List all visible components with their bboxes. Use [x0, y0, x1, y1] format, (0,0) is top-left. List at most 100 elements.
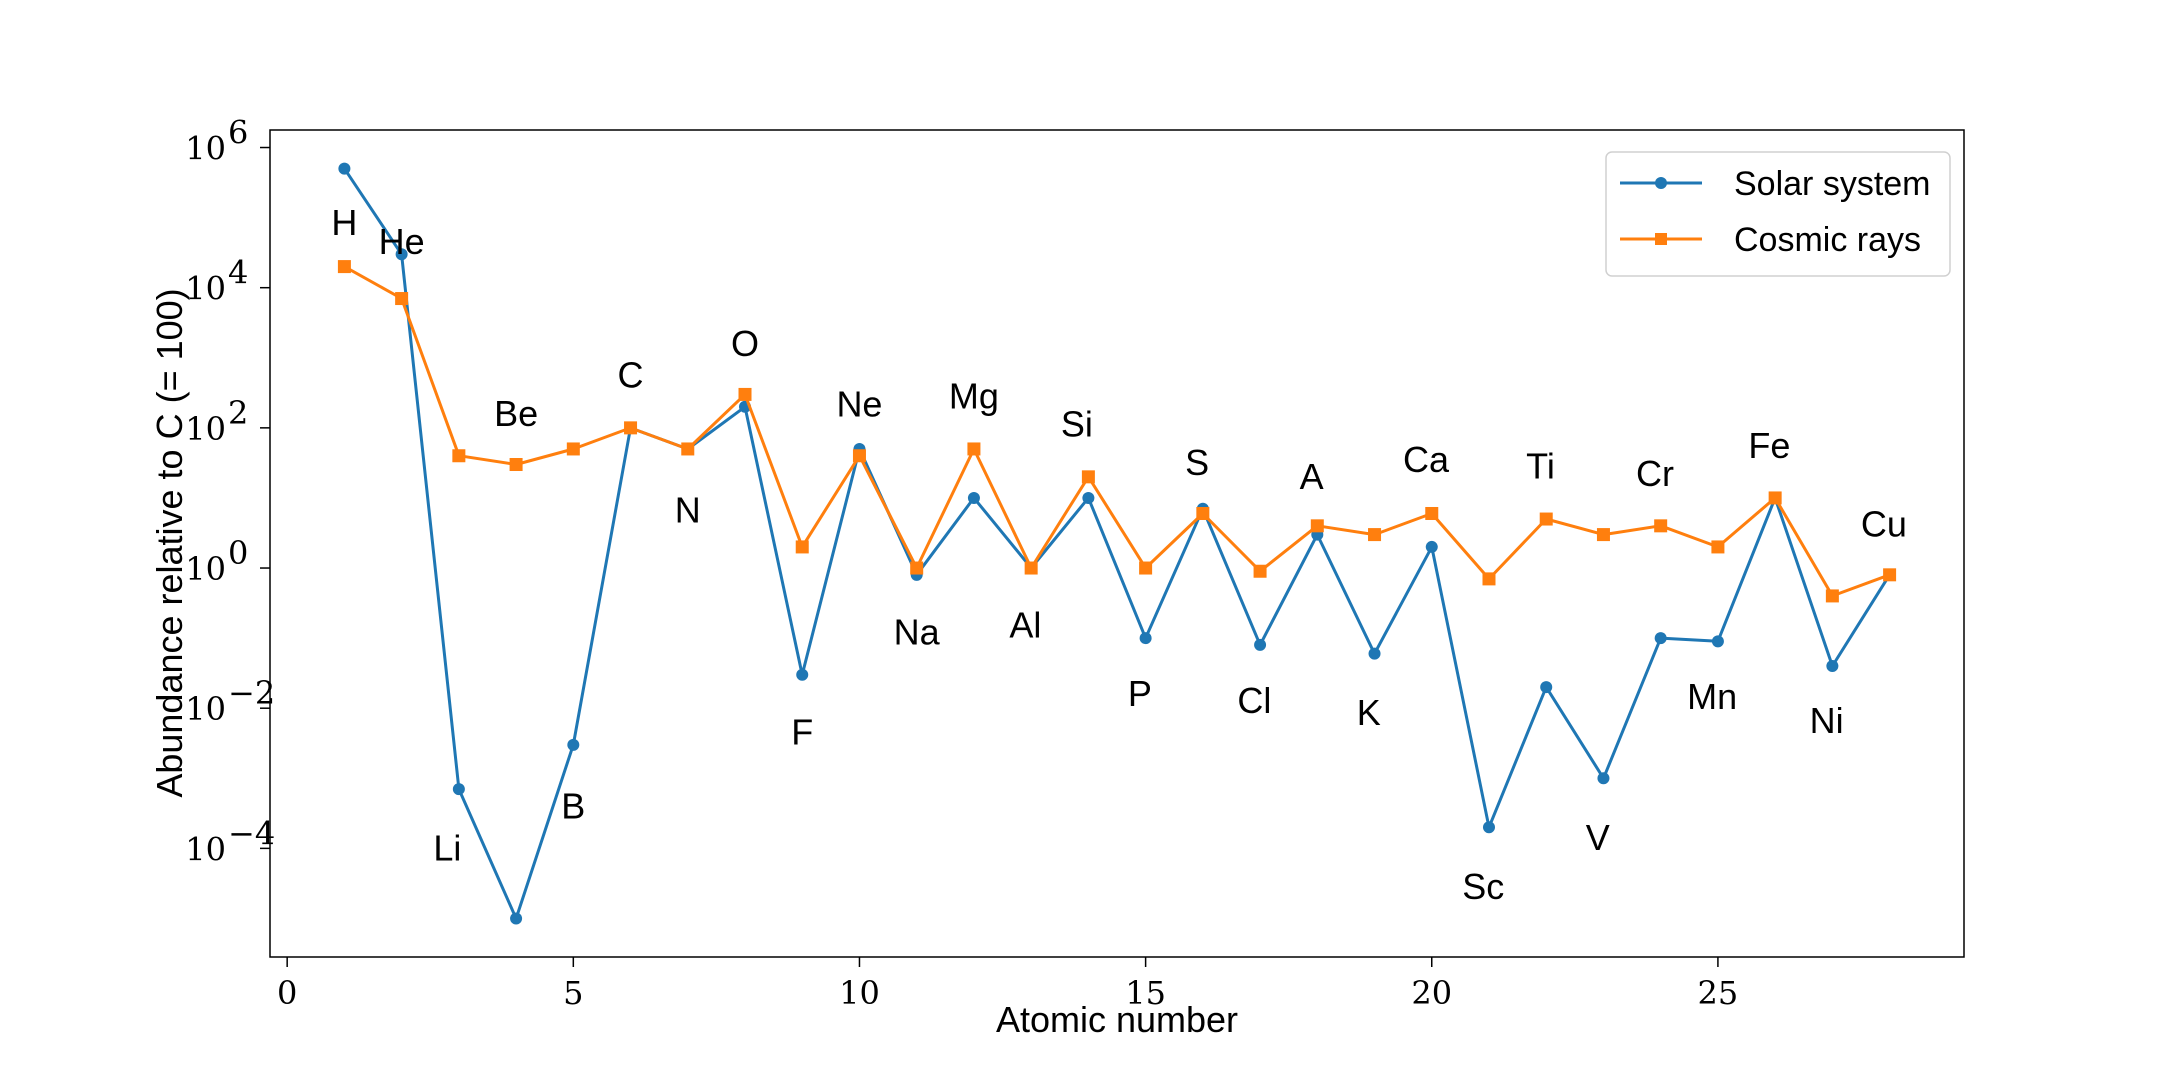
- data-point-solar-system: [1082, 491, 1095, 504]
- y-tick-exponent: 2: [228, 394, 248, 432]
- data-point-solar-system: [338, 162, 351, 175]
- data-point-cosmic-rays: [1883, 568, 1897, 582]
- element-label: F: [791, 712, 813, 753]
- element-label: P: [1128, 673, 1152, 714]
- data-point-solar-system: [1368, 647, 1381, 660]
- data-point-cosmic-rays: [566, 442, 580, 456]
- data-point-cosmic-rays: [1711, 540, 1725, 554]
- data-point-cosmic-rays: [1139, 561, 1153, 575]
- x-axis-title: Atomic number: [996, 999, 1238, 1040]
- series-line-solar-system: [343, 167, 1891, 920]
- data-point-solar-system: [452, 783, 465, 796]
- y-tick-label: 10: [185, 130, 226, 168]
- data-point-cosmic-rays: [1539, 512, 1553, 526]
- data-point-solar-system: [567, 738, 580, 751]
- y-tick-exponent: 0: [228, 534, 248, 572]
- data-point-solar-system: [1654, 632, 1667, 645]
- data-point-cosmic-rays: [452, 449, 466, 463]
- element-label: B: [561, 785, 585, 826]
- element-label: Mn: [1687, 676, 1737, 717]
- data-point-solar-system: [510, 912, 523, 925]
- data-point-cosmic-rays: [624, 421, 638, 435]
- data-point-cosmic-rays: [1196, 506, 1210, 520]
- data-point-cosmic-rays: [1596, 528, 1610, 542]
- element-label: Cr: [1636, 453, 1674, 494]
- legend-label-cosmic: Cosmic rays: [1734, 221, 1921, 259]
- y-tick-label: 10: [185, 270, 226, 308]
- element-label: Be: [494, 393, 538, 434]
- data-point-cosmic-rays: [1253, 564, 1267, 578]
- element-label: O: [731, 323, 759, 364]
- element-label: Ca: [1403, 439, 1450, 480]
- element-label: Si: [1061, 403, 1093, 444]
- x-tick-label: 0: [277, 974, 297, 1012]
- data-point-solar-system: [1139, 632, 1152, 645]
- data-point-cosmic-rays: [1825, 589, 1839, 603]
- element-label: N: [675, 490, 701, 531]
- element-labels: H He Li Be B C N O F Ne Na Mg Al Si P S Cl A K Ca Sc Ti V Cr Mn N…: [331, 202, 1906, 907]
- x-tick-label: 15: [1125, 974, 1166, 1012]
- series-line-cosmic-rays: [343, 265, 1891, 598]
- data-point-cosmic-rays: [1654, 519, 1668, 533]
- element-label: Al: [1009, 604, 1041, 645]
- y-tick-exponent: −2: [228, 674, 275, 712]
- data-point-solar-system: [1482, 821, 1495, 834]
- element-label: V: [1586, 817, 1610, 858]
- element-label: Li: [433, 827, 461, 868]
- element-label: Fe: [1748, 425, 1790, 466]
- y-axis-title: Abundance relative to C (= 100): [149, 288, 190, 797]
- y-tick-label: 10: [185, 690, 226, 728]
- data-point-cosmic-rays: [509, 458, 523, 472]
- data-point-solar-system: [967, 491, 980, 504]
- data-point-cosmic-rays: [795, 540, 809, 554]
- data-point-solar-system: [395, 248, 408, 261]
- element-label: Ni: [1810, 700, 1844, 741]
- y-tick-label: 10: [185, 830, 226, 868]
- x-tick-label: 20: [1411, 974, 1452, 1012]
- y-tick-exponent: 4: [228, 254, 248, 292]
- y-tick-label: 10: [185, 550, 226, 588]
- element-label: Sc: [1462, 866, 1504, 907]
- element-label: Ne: [836, 384, 882, 425]
- element-label: A: [1300, 456, 1324, 497]
- legend-marker-cosmic: [1655, 233, 1667, 245]
- y-tick-label: 10: [185, 410, 226, 448]
- element-label: Cl: [1237, 680, 1271, 721]
- data-point-cosmic-rays: [1368, 528, 1382, 542]
- y-tick-exponent: −4: [228, 814, 275, 852]
- data-point-cosmic-rays: [967, 442, 981, 456]
- element-label: He: [379, 221, 425, 262]
- legend: Solar system Cosmic rays: [1605, 151, 1951, 277]
- data-point-solar-system: [1254, 638, 1267, 651]
- x-tick-label: 5: [563, 974, 583, 1012]
- element-label: K: [1357, 692, 1381, 733]
- legend-marker-solar: [1655, 177, 1667, 189]
- element-label: Ti: [1526, 445, 1555, 486]
- data-point-cosmic-rays: [910, 561, 924, 575]
- element-label: Mg: [949, 375, 999, 416]
- data-point-cosmic-rays: [1081, 470, 1095, 484]
- data-point-cosmic-rays: [395, 292, 409, 306]
- data-point-solar-system: [1826, 660, 1839, 673]
- x-tick-label: 10: [839, 974, 880, 1012]
- data-point-solar-system: [1597, 772, 1610, 785]
- data-point-solar-system: [1425, 540, 1438, 553]
- data-point-cosmic-rays: [1768, 491, 1782, 505]
- element-label: H: [331, 202, 357, 243]
- y-tick-exponent: 6: [228, 114, 248, 152]
- plot-frame: [269, 129, 1965, 958]
- element-label: Na: [894, 612, 941, 653]
- data-point-solar-system: [1711, 635, 1724, 648]
- legend-label-solar: Solar system: [1734, 165, 1931, 203]
- data-point-cosmic-rays: [1024, 561, 1038, 575]
- data-point-cosmic-rays: [852, 449, 866, 463]
- element-label: C: [618, 354, 644, 395]
- data-point-cosmic-rays: [681, 442, 695, 456]
- x-tick-label: 25: [1698, 974, 1739, 1012]
- element-label: Cu: [1861, 504, 1907, 545]
- data-point-cosmic-rays: [738, 387, 752, 401]
- data-point-cosmic-rays: [1425, 506, 1439, 520]
- data-point-cosmic-rays: [337, 260, 351, 274]
